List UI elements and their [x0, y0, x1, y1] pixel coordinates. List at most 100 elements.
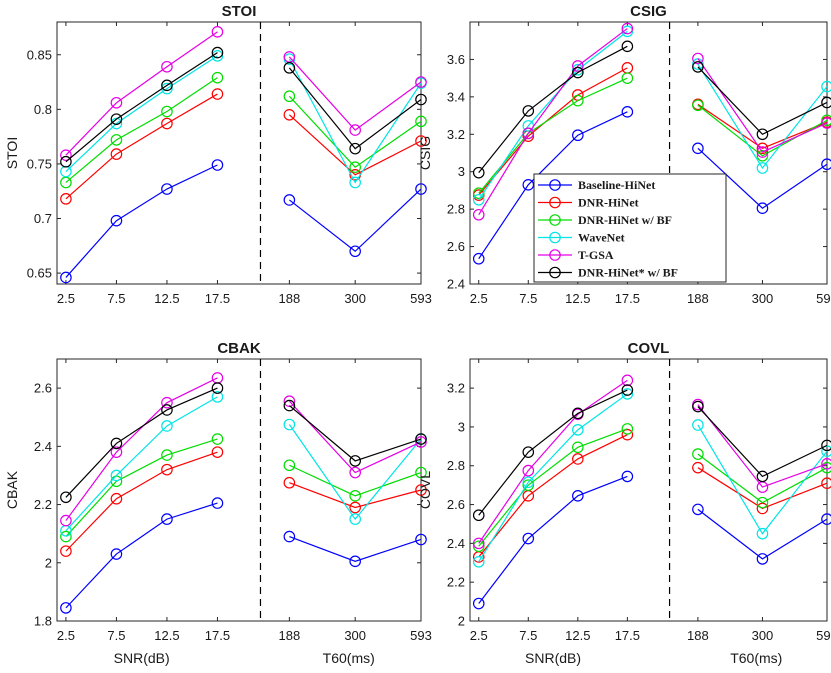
data-point [821, 96, 831, 109]
series-line-t60 [697, 147, 828, 209]
series-line-t60 [289, 464, 422, 497]
series-line-snr [478, 30, 628, 201]
series-dnr-hinet [472, 428, 831, 563]
ytick-label: 2.8 [447, 458, 465, 473]
xtick-label: 188 [687, 628, 709, 643]
xtick-label: 12.5 [154, 628, 179, 643]
data-point [472, 556, 485, 568]
data-point [60, 155, 72, 168]
xtick-label: 7.5 [107, 291, 125, 306]
data-point [211, 71, 224, 84]
data-point [821, 80, 831, 93]
data-point [211, 88, 224, 100]
data-point [211, 497, 224, 509]
ytick-label: 3.6 [447, 52, 465, 67]
legend-entry-baseline-hinet: Baseline-HiNet [538, 178, 655, 192]
series-baseline-hinet [60, 159, 427, 284]
data-point [349, 245, 361, 258]
series-dnr-hinet-star-w-bf [60, 46, 427, 168]
ytick-label: 2.4 [447, 277, 465, 292]
data-point [756, 162, 769, 174]
legend-swatch-marker [549, 231, 561, 244]
series-line-snr [478, 428, 628, 547]
data-point [692, 400, 704, 413]
xtick-label: 12.5 [565, 291, 590, 306]
data-point [161, 449, 173, 461]
data-point [572, 441, 584, 454]
legend-box [533, 173, 727, 283]
legend-swatch-marker [549, 249, 561, 261]
ytick-label: 1.8 [34, 614, 52, 629]
series-line-t60 [697, 508, 828, 560]
data-point [349, 490, 361, 502]
data-point [692, 52, 704, 65]
data-point [211, 391, 224, 403]
data-point [572, 490, 584, 502]
series-baseline-hinet [60, 497, 427, 614]
xtick-label: 593 [816, 291, 831, 306]
data-point [756, 527, 769, 540]
series-line-snr [65, 377, 218, 521]
legend: Baseline-HiNet DNR-HiNet DNR-HiNet w/ BF Wa… [533, 173, 727, 283]
data-point [756, 553, 769, 565]
series-t-gsa [60, 26, 427, 161]
legend-label: Baseline-HiNet [578, 178, 655, 192]
panel-title: CSIG [630, 3, 667, 20]
data-point [283, 90, 296, 103]
data-point [211, 433, 224, 445]
xtick-label: 593 [816, 628, 831, 643]
series-dnr-hinet-w-bf [472, 72, 831, 200]
legend-entry-dnr-hinet-w-bf: DNR-HiNet w/ BF [538, 213, 672, 227]
data-point [692, 142, 704, 155]
series-line-t60 [697, 103, 828, 149]
xtick-label: 17.5 [205, 291, 230, 306]
xtick-label: 17.5 [615, 628, 640, 643]
data-point [472, 509, 485, 522]
data-point [349, 455, 361, 467]
series-line-t60 [697, 424, 828, 535]
data-point [60, 271, 72, 284]
data-point [692, 419, 704, 431]
legend-entry-dnr-hinet-star-w-bf: DNR-HiNet* w/ BF [538, 266, 678, 280]
data-point [110, 214, 123, 227]
xtick-label: 593 [410, 628, 432, 643]
data-point [415, 533, 427, 546]
xtick-label: 12.5 [154, 291, 179, 306]
data-point [621, 25, 634, 38]
series-dnr-hinet [60, 446, 427, 557]
data-point [161, 117, 173, 130]
series-dnr-hinet-w-bf [60, 71, 427, 189]
data-point [283, 399, 296, 412]
series-line-snr [478, 45, 628, 174]
data-point [756, 470, 769, 483]
data-point [349, 466, 361, 479]
series-baseline-hinet [472, 470, 831, 610]
series-line-t60 [288, 56, 422, 131]
xtick-label: 7.5 [519, 628, 537, 643]
ytick-label: 2 [458, 614, 465, 629]
ytick-label: 2.4 [34, 439, 52, 454]
series-line-snr [478, 67, 628, 196]
data-point [161, 105, 173, 118]
data-point [756, 128, 769, 141]
legend-swatch-marker [549, 214, 561, 226]
data-point [692, 448, 704, 460]
ytick-label: 0.85 [27, 47, 52, 62]
xlabel-snr: SNR(dB) [525, 650, 581, 666]
series-line-t60 [288, 67, 422, 150]
series-line-snr [65, 451, 218, 552]
data-point [60, 149, 72, 161]
data-point [415, 466, 427, 479]
data-point [283, 530, 296, 543]
ytick-label: 3 [458, 419, 465, 434]
data-point [161, 404, 173, 416]
data-point [211, 26, 224, 38]
data-point [161, 183, 173, 195]
series-line-t60 [289, 482, 422, 509]
data-point [572, 94, 584, 107]
series-dnr-hinet [60, 88, 427, 205]
xtick-label: 2.5 [470, 291, 488, 306]
legend-swatch-marker [549, 196, 561, 209]
data-point [110, 113, 123, 125]
